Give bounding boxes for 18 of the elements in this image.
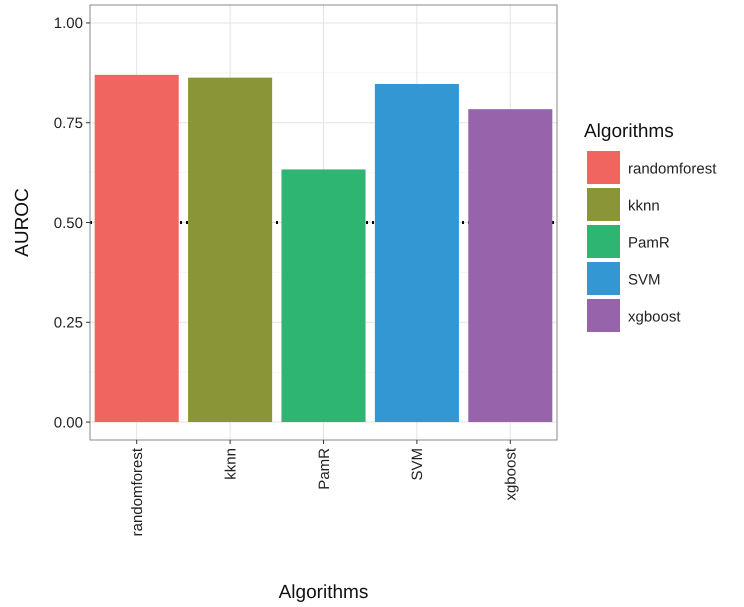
legend-label: kknn	[628, 197, 660, 214]
legend-label: PamR	[628, 234, 670, 252]
legend-title: Algorithms	[584, 121, 674, 142]
legend-label: SVM	[628, 271, 661, 288]
x-axis-title: Algorithms	[278, 582, 368, 603]
y-tick-label: 0.50	[54, 214, 83, 232]
legend-label: xgboost	[628, 308, 682, 326]
x-tick-label: PamR	[316, 448, 333, 490]
y-tick-label: 1.00	[54, 15, 83, 32]
y-tick-label: 0.25	[54, 314, 83, 332]
legend-label: randomforest	[628, 160, 718, 178]
y-tick-label: 0.75	[54, 114, 83, 132]
x-tick-label: kknn	[222, 448, 240, 480]
x-tick-label: randomforest	[128, 447, 146, 536]
y-tick-label: 0.00	[54, 414, 83, 432]
x-tick-label: xgboost	[502, 447, 520, 501]
y-axis-title: AUROC	[12, 188, 33, 257]
x-tick-label: SVM	[409, 448, 426, 481]
